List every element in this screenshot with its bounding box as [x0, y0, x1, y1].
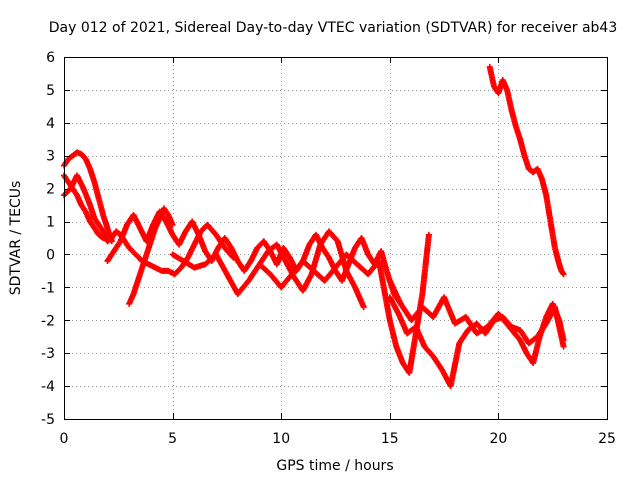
y-tick-label: 6: [46, 50, 55, 66]
series-track-5: [126, 205, 176, 307]
y-tick-label: 3: [46, 149, 55, 165]
y-tick-label: -3: [41, 346, 55, 362]
data-point: [560, 271, 567, 278]
data-points: [61, 63, 567, 390]
data-point: [425, 231, 432, 238]
y-axis-label: SDTVAR / TECUs: [8, 181, 24, 296]
y-tick-label: 2: [46, 182, 55, 198]
x-tick-label: 0: [60, 431, 69, 447]
data-point: [560, 337, 567, 344]
x-tick-label: 25: [598, 431, 616, 447]
y-tick-label: -1: [41, 280, 55, 296]
chart-title: Day 012 of 2021, Sidereal Day-to-day VTE…: [49, 20, 618, 36]
y-tick-label: -2: [41, 313, 55, 329]
series-track-3: [61, 172, 111, 241]
series-track-10: [486, 63, 567, 278]
series-track-6: [169, 231, 432, 376]
x-tick-label: 5: [168, 431, 177, 447]
y-tick-label: 5: [46, 83, 55, 99]
y-tick-label: 4: [46, 116, 55, 132]
data-point: [108, 238, 115, 245]
data-point: [169, 221, 176, 228]
x-tick-label: 15: [381, 431, 399, 447]
y-tick-label: -4: [41, 379, 55, 395]
data-point: [560, 343, 567, 350]
y-tick-label: -5: [41, 412, 55, 428]
series-track-7: [256, 228, 367, 311]
series-track-9: [386, 277, 567, 367]
x-tick-label: 20: [489, 431, 507, 447]
y-tick-label: 1: [46, 215, 55, 231]
x-tick-label: 10: [272, 431, 290, 447]
data-point: [104, 235, 111, 241]
axis-ticks: 0 5 10 15 20 25 -5 -4 -3 -2 -1 0 1 2 3 4 5 6: [41, 50, 616, 447]
plot-frame: [64, 57, 608, 420]
x-axis-label: GPS time / hours: [276, 458, 393, 474]
y-tick-label: 0: [46, 247, 55, 263]
data-point: [360, 304, 367, 311]
